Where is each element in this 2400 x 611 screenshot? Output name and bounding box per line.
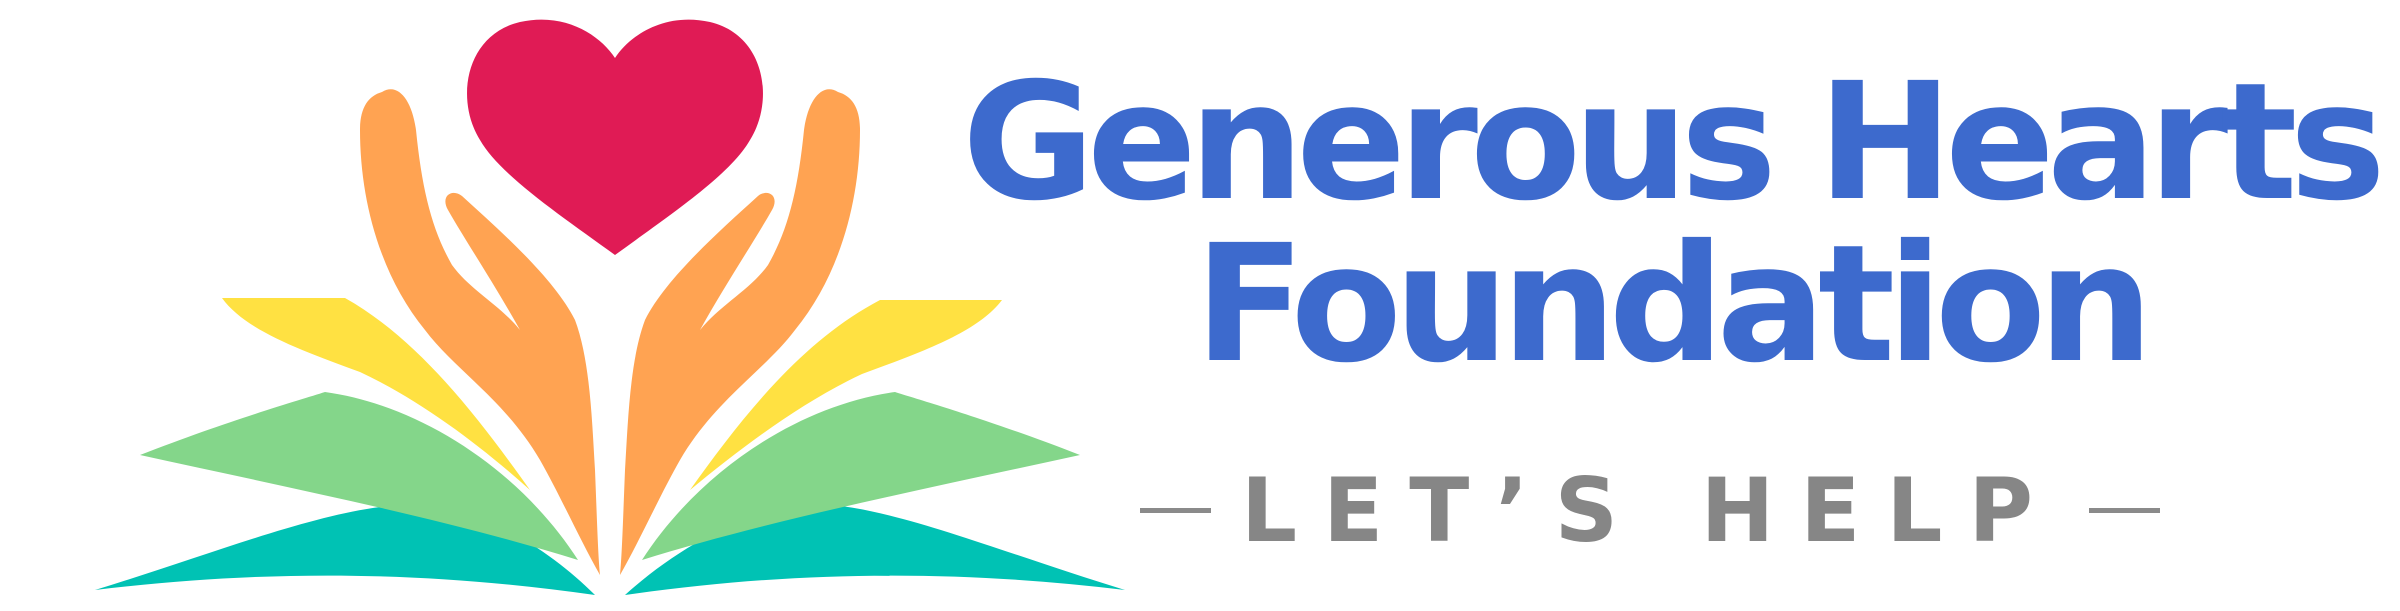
hands-icon xyxy=(360,89,860,576)
book-page-yellow-right xyxy=(690,300,1002,490)
wordmark: Generous Hearts Foundation xyxy=(940,62,2400,386)
hand-right xyxy=(620,89,860,576)
book-page-yellow-left xyxy=(222,298,530,490)
hand-left xyxy=(360,89,600,576)
tagline: LET’S HELP xyxy=(1140,450,2160,570)
open-book-icon xyxy=(95,298,1125,595)
book-page-green-left xyxy=(140,392,578,560)
tagline-text: LET’S HELP xyxy=(1241,458,2059,562)
emblem xyxy=(95,19,1125,595)
tagline-rule-right xyxy=(2089,507,2160,513)
book-page-green-right xyxy=(642,392,1080,560)
tagline-rule-left xyxy=(1140,507,1211,513)
heart-icon xyxy=(467,19,763,256)
brand-name-line-1: Generous Hearts xyxy=(962,49,2386,237)
brand-name-line-2: Foundation xyxy=(1194,211,2154,399)
